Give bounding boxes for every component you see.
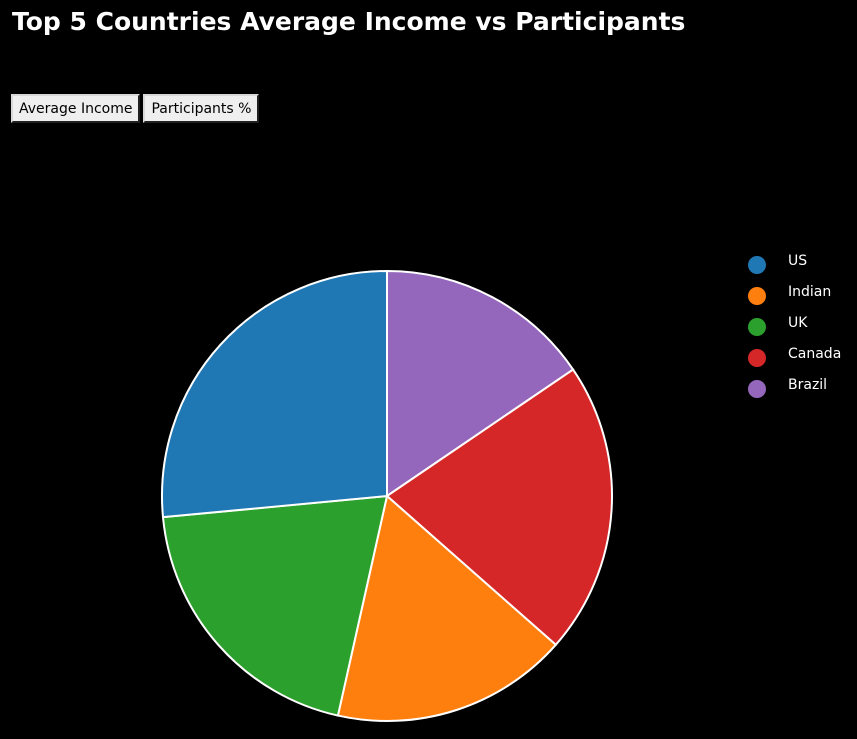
legend-swatch-brazil (748, 380, 766, 398)
legend: US Indian UK Canada Brazil (748, 253, 841, 398)
legend-swatch-canada (748, 349, 766, 367)
pie-slice-brazil[interactable] (386, 269, 575, 498)
legend-label-canada: Canada (788, 346, 841, 362)
legend-swatch-uk (748, 318, 766, 336)
legend-label-brazil: Brazil (788, 377, 827, 393)
legend-swatch-us (748, 256, 766, 274)
page-title: Top 5 Countries Average Income vs Partic… (12, 7, 686, 36)
legend-label-uk: UK (788, 315, 808, 331)
legend-label-us: US (788, 253, 807, 269)
average-income-button[interactable]: Average Income (11, 94, 141, 123)
participants-button[interactable]: Participants % (143, 94, 260, 123)
legend-label-indian: Indian (788, 284, 831, 300)
pie-slices (161, 269, 613, 722)
pie-slice-indian[interactable] (336, 494, 558, 722)
pie-slice-canada[interactable] (385, 368, 613, 647)
pie-slice-uk[interactable] (161, 494, 389, 717)
legend-swatch-indian (748, 287, 766, 305)
pie-slice-us[interactable] (161, 269, 388, 519)
metric-toggle: Average Income Participants % (11, 94, 260, 123)
